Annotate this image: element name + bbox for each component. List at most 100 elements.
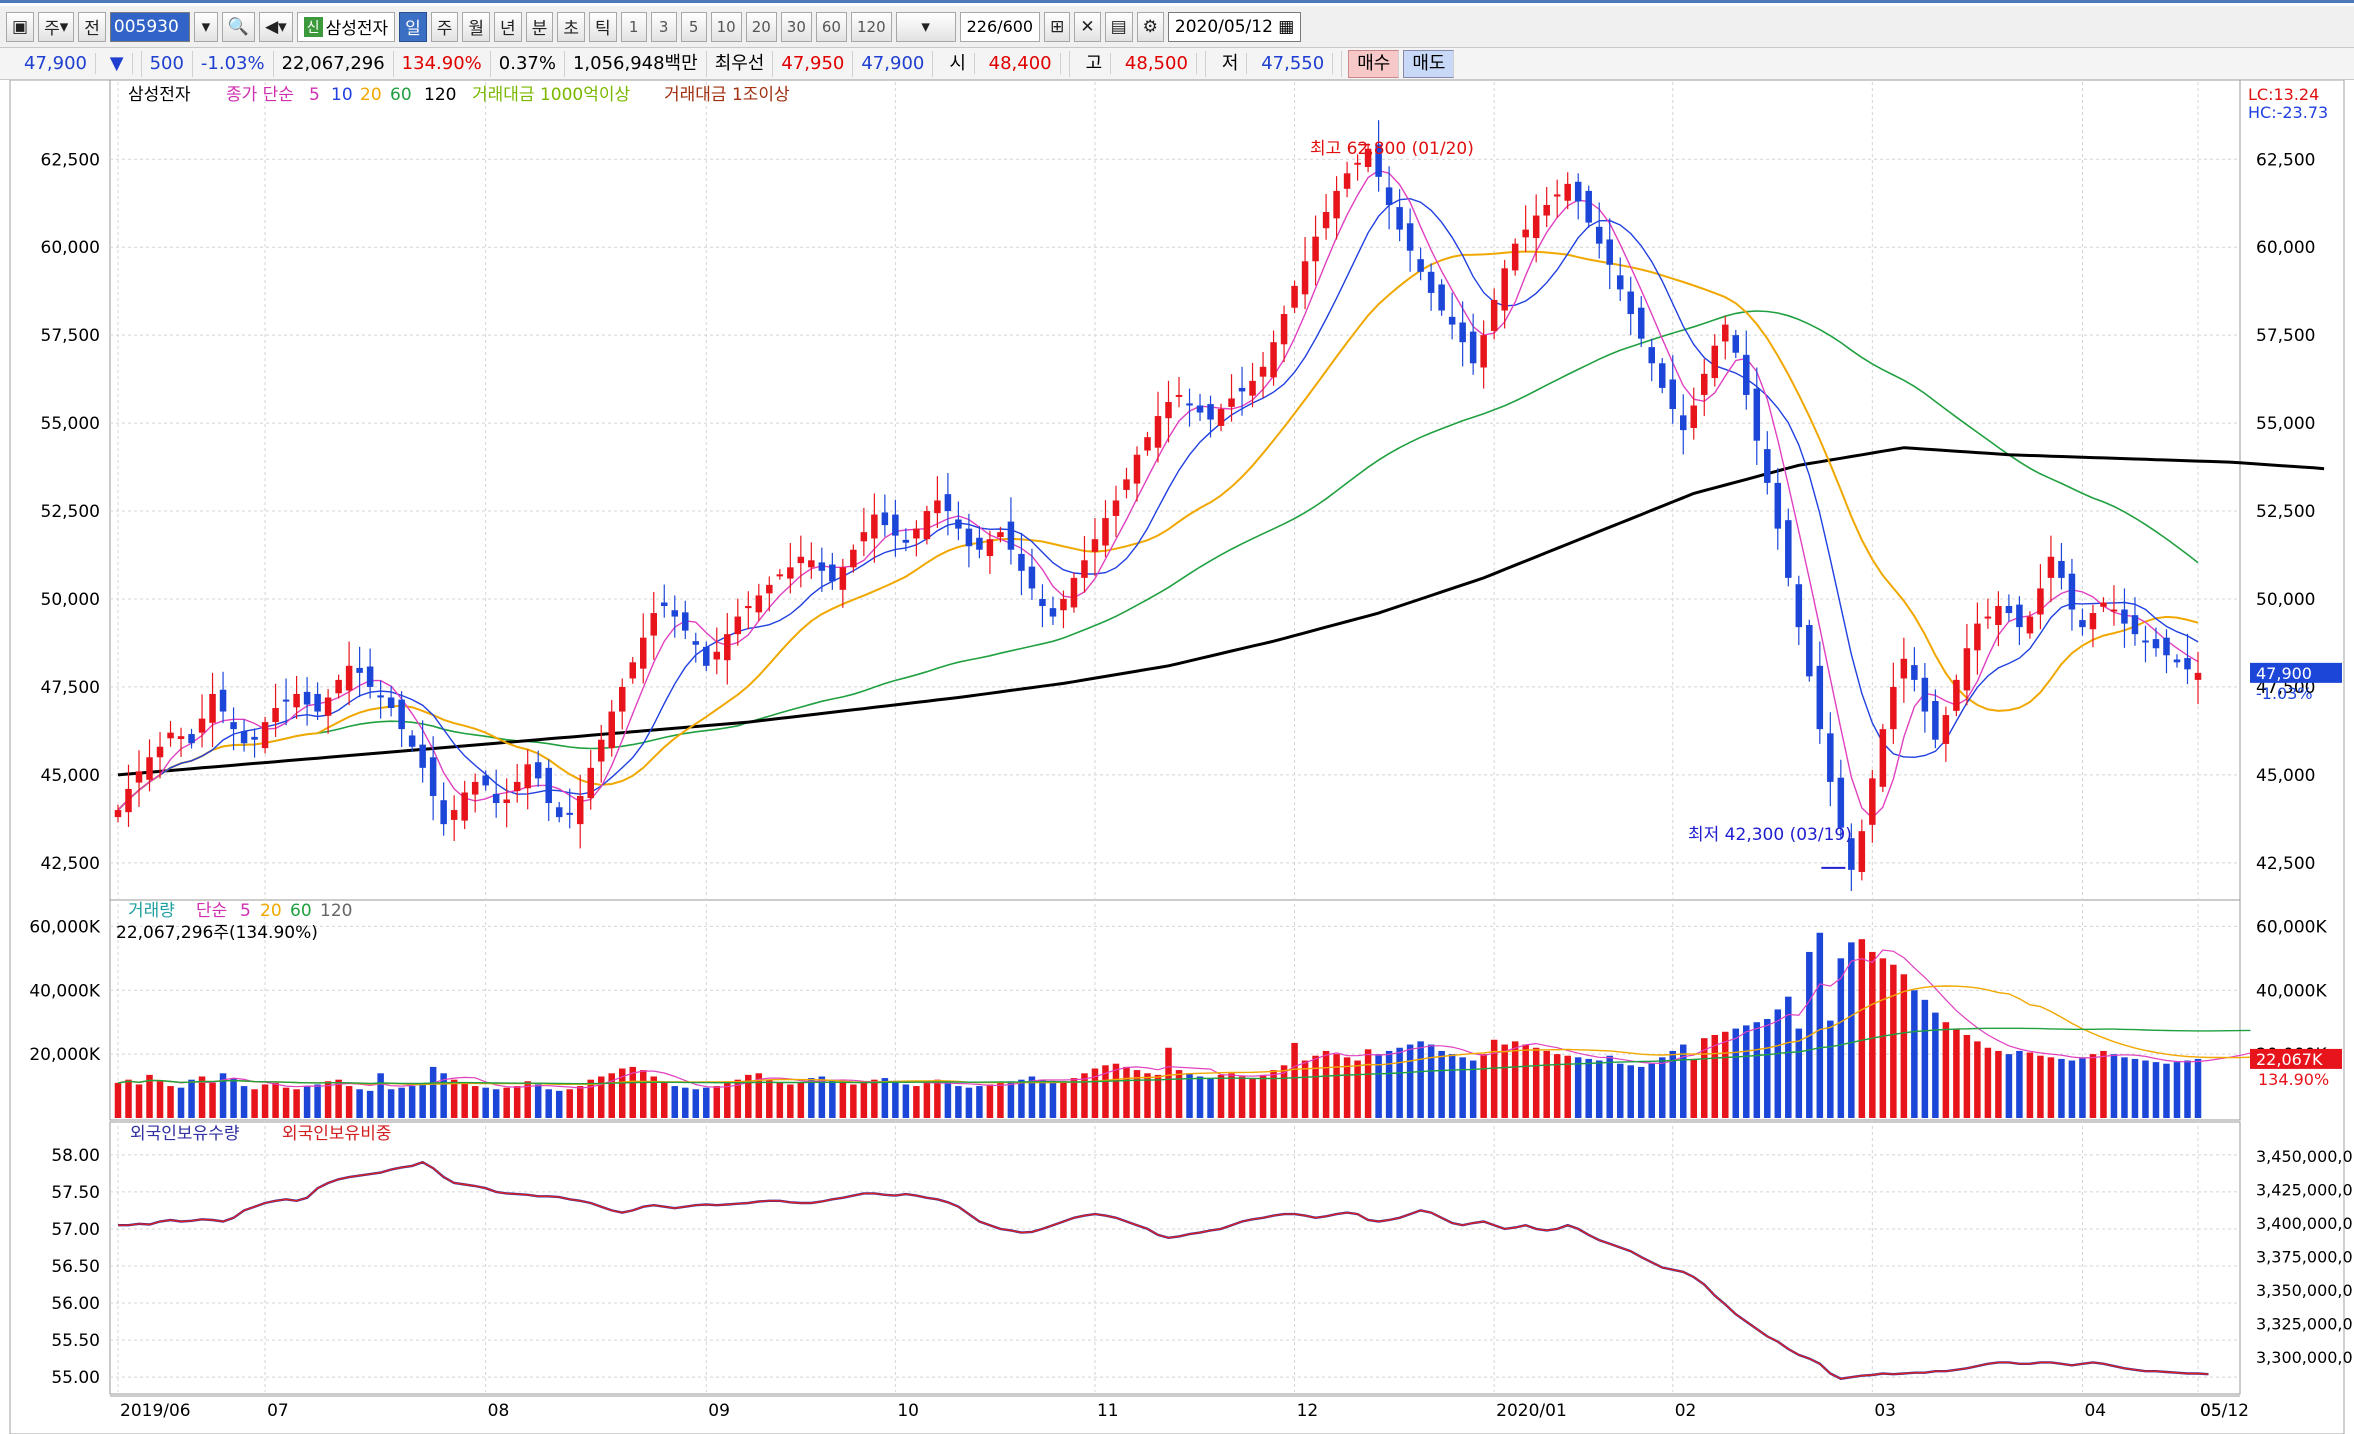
foreign-ytick-left: 55.00: [51, 1368, 100, 1388]
speaker-icon[interactable]: ◀▾: [259, 11, 293, 42]
interval-5[interactable]: 5: [680, 11, 707, 42]
save-icon[interactable]: ▤: [1104, 11, 1133, 42]
stock-code-input[interactable]: 005930: [109, 11, 190, 42]
mode-select[interactable]: 주 ▾: [38, 11, 75, 42]
candle-body: [366, 666, 374, 687]
volume-bar: [986, 1084, 994, 1118]
candle-body: [2079, 620, 2086, 628]
volume-bar: [2194, 1058, 2202, 1118]
volume-bar: [156, 1081, 164, 1118]
volume-bar: [1574, 1057, 1582, 1118]
candle-body: [251, 736, 258, 740]
volume-bar: [1616, 1063, 1624, 1118]
volume-bar: [188, 1079, 195, 1118]
candle-body: [1764, 449, 1771, 483]
candle-body: [1837, 777, 1845, 828]
tab-period-3[interactable]: 년: [494, 11, 522, 42]
tab-period-2[interactable]: 월: [462, 11, 491, 42]
volume-bar: [1785, 996, 1792, 1118]
high-value: 48,500: [1116, 52, 1197, 74]
price-ytick-left: 52,500: [41, 502, 100, 522]
foreign-ytick-right: 3,350,000,0: [2256, 1281, 2353, 1300]
volume-bar: [713, 1086, 721, 1118]
stock-name-box[interactable]: 신 삼성전자: [296, 11, 396, 42]
volume-bar: [1743, 1025, 1750, 1118]
pin-icon[interactable]: ⊞: [1044, 11, 1071, 42]
volume-bar: [1343, 1057, 1351, 1118]
tab-period-0[interactable]: 일: [399, 11, 427, 42]
volume-bar: [608, 1073, 615, 1118]
volume-bar: [1364, 1049, 1372, 1118]
volume-bar: [324, 1081, 332, 1118]
volume-bar: [1396, 1047, 1403, 1118]
candle-body: [1459, 322, 1466, 343]
candle-body: [2016, 604, 2023, 628]
volume-bar: [1627, 1065, 1634, 1118]
buy-button[interactable]: 매수: [1348, 49, 1400, 78]
candle-body: [377, 695, 384, 698]
last-volume-box: [2250, 1048, 2342, 1069]
interval-3[interactable]: 3: [650, 11, 677, 42]
sell-button[interactable]: 매도: [1403, 49, 1455, 78]
tab-period-6[interactable]: 틱: [588, 11, 617, 42]
price-legend-8: 거래대금 1조이상: [664, 85, 790, 105]
foreign-ytick-right: 3,400,000,0: [2256, 1214, 2353, 1233]
foreign-legend-0: 외국인보유수량: [130, 1124, 240, 1144]
candle-body: [839, 567, 847, 590]
candle-body: [1354, 162, 1361, 165]
candle-body: [1858, 831, 1866, 872]
price-ytick-left: 62,500: [41, 150, 100, 170]
interval-10[interactable]: 10: [710, 11, 742, 42]
candle-body: [534, 762, 542, 779]
stock-chart[interactable]: 62,500 62,500 60,000 60,000 57,500 57,500 55,0…: [0, 80, 2354, 1434]
volume-ytick-right: 40,000K: [2256, 981, 2327, 1001]
volume-bar: [513, 1086, 521, 1118]
candle-body: [1595, 226, 1603, 244]
prev-button[interactable]: 전: [78, 11, 106, 42]
tab-period-5[interactable]: 초: [557, 11, 585, 42]
volume-bar: [2100, 1050, 2107, 1118]
candle-body: [1848, 838, 1855, 870]
interval-120[interactable]: 120: [850, 11, 892, 42]
candle-body: [787, 567, 794, 579]
chart-window-icon[interactable]: ▣: [6, 11, 35, 42]
volume-bar: [818, 1076, 826, 1118]
count-box[interactable]: 226/600: [959, 11, 1041, 42]
volume-bar: [1501, 1044, 1508, 1118]
code-dropdown-icon[interactable]: ▾: [193, 11, 218, 42]
candle-body: [1669, 379, 1677, 410]
interval-60[interactable]: 60: [815, 11, 847, 42]
interval-20[interactable]: 20: [745, 11, 777, 42]
candle-body: [1984, 616, 1992, 619]
candle-body: [1081, 560, 1088, 578]
candle-body: [1469, 331, 1477, 364]
volume-bar: [839, 1082, 847, 1118]
candle-body: [682, 612, 689, 631]
volume-bar: [230, 1078, 237, 1118]
price-ytick-left: 45,000: [41, 766, 100, 786]
tab-period-4[interactable]: 분: [525, 11, 554, 42]
candle-body: [1112, 500, 1120, 516]
volume-bar: [1606, 1055, 1613, 1118]
crosshair-icon[interactable]: ✕: [1074, 11, 1101, 42]
candle-body: [1543, 204, 1550, 216]
candle-body: [1827, 733, 1834, 782]
volume-bar: [1196, 1076, 1204, 1118]
candle-body: [1417, 259, 1424, 272]
tab-period-1[interactable]: 주: [430, 11, 459, 42]
custom-interval-select[interactable]: ▾: [895, 11, 956, 42]
volume-bar: [1753, 1022, 1761, 1118]
volume-ytick-left: 60,000K: [29, 917, 100, 937]
search-icon[interactable]: 🔍: [221, 11, 256, 42]
date-field[interactable]: 2020/05/12 ▦: [1167, 11, 1302, 42]
gear-icon[interactable]: ⚙: [1136, 11, 1164, 42]
candle-body: [1879, 729, 1887, 787]
candle-body: [2058, 560, 2065, 578]
interval-1[interactable]: 1: [620, 11, 647, 42]
candle-body: [2068, 573, 2076, 610]
interval-30[interactable]: 30: [780, 11, 812, 42]
candle-body: [797, 556, 805, 564]
volume-bar: [682, 1087, 689, 1118]
candle-body: [703, 646, 710, 666]
candle-body: [2047, 556, 2055, 578]
